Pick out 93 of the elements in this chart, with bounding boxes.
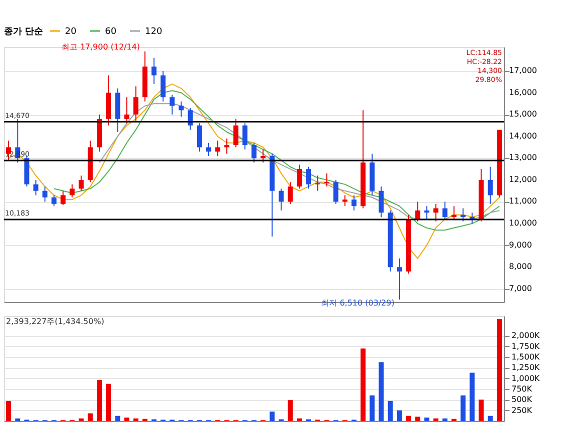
bar <box>360 348 366 421</box>
bar <box>470 372 475 421</box>
bar <box>106 384 112 421</box>
candlestick <box>415 201 420 222</box>
bar <box>424 418 430 421</box>
y-tick-label: 16,000 <box>509 88 537 97</box>
y-tick-label: 8,000 <box>509 262 532 272</box>
y-tick-label: 1,500K <box>512 352 540 362</box>
bar <box>460 395 466 421</box>
candlestick <box>152 57 156 85</box>
bar <box>124 418 130 421</box>
bar <box>296 418 302 421</box>
candlestick <box>442 201 448 220</box>
bar <box>88 413 93 421</box>
bar <box>415 416 420 421</box>
candlestick <box>296 164 302 190</box>
candlestick <box>170 94 175 116</box>
bar <box>378 362 384 421</box>
legend-label: 60 <box>105 27 117 37</box>
candlestick <box>424 206 430 220</box>
candlestick <box>70 184 75 198</box>
candlestick <box>233 118 238 148</box>
candlestick <box>288 182 293 204</box>
candlestick <box>488 166 493 204</box>
candlestick <box>352 194 356 211</box>
bar <box>488 416 493 421</box>
bar <box>433 418 438 421</box>
annotation: 최고 17,900 (12/14) <box>62 42 140 52</box>
bar <box>115 416 120 421</box>
candlestick <box>470 212 475 224</box>
y-tick-label: 7,000 <box>509 284 532 293</box>
candlestick <box>52 194 56 207</box>
candlestick <box>433 203 438 222</box>
legend-label: 120 <box>145 27 162 37</box>
candlestick <box>215 140 220 156</box>
y-tick-label: 10,000 <box>509 218 537 228</box>
bar <box>96 380 102 421</box>
candlestick <box>196 122 202 152</box>
y-tick-label: 1,750K <box>512 342 540 351</box>
candlestick <box>278 188 284 211</box>
candlestick <box>178 100 184 118</box>
candlestick <box>242 122 248 150</box>
bar <box>270 412 275 421</box>
candlestick <box>306 166 312 190</box>
candlestick <box>252 142 256 164</box>
candlestick <box>460 208 466 222</box>
candlestick <box>260 148 266 164</box>
y-tick-label: 750K <box>512 384 533 394</box>
bar <box>442 418 448 421</box>
bar <box>288 400 293 421</box>
candlestick <box>160 70 166 102</box>
y-tick-label: 500K <box>512 395 533 404</box>
bar <box>78 418 84 421</box>
candlestick <box>452 206 456 220</box>
candlestick <box>60 190 66 206</box>
candlestick <box>224 138 230 154</box>
bar <box>406 416 412 421</box>
legend-title: 종가 단순 <box>4 27 44 37</box>
bar <box>370 395 375 421</box>
bar <box>478 400 484 421</box>
y-tick-label: 15,000 <box>509 110 537 119</box>
candlestick <box>396 258 402 300</box>
y-tick-label: 17,000 <box>509 66 537 75</box>
bar <box>496 318 502 421</box>
y-tick-label: 1,000K <box>512 374 540 383</box>
candlestick <box>324 172 330 187</box>
y-tick-label: 14,000 <box>509 131 537 140</box>
candlestick <box>33 179 38 196</box>
annotation: 2,393,227주(1,434.50%) <box>6 317 104 326</box>
bar <box>6 400 12 421</box>
candlestick <box>124 96 130 124</box>
candlestick <box>206 142 212 156</box>
y-tick-label: 12,000 <box>509 174 537 184</box>
candlestick <box>133 86 138 122</box>
candlestick <box>333 179 338 204</box>
bar <box>388 400 393 421</box>
candlestick <box>315 175 320 192</box>
candlestick <box>188 108 193 130</box>
candlestick <box>378 186 384 218</box>
y-tick-label: 9,000 <box>509 240 532 250</box>
bar <box>133 418 138 421</box>
y-tick-label: 1,250K <box>512 363 540 372</box>
candlestick <box>342 194 348 207</box>
annotation: 최저 6,510 (03/29) <box>321 298 394 308</box>
bar <box>396 410 402 421</box>
legend-label: 20 <box>65 27 77 37</box>
candlestick <box>42 186 48 202</box>
y-tick-label: 13,000 <box>509 153 537 162</box>
y-tick-label: 250K <box>512 406 533 415</box>
y-tick-label: 2,000K <box>512 331 540 340</box>
y-tick-label: 11,000 <box>509 196 537 206</box>
candlestick <box>78 175 84 192</box>
bar <box>15 418 20 421</box>
